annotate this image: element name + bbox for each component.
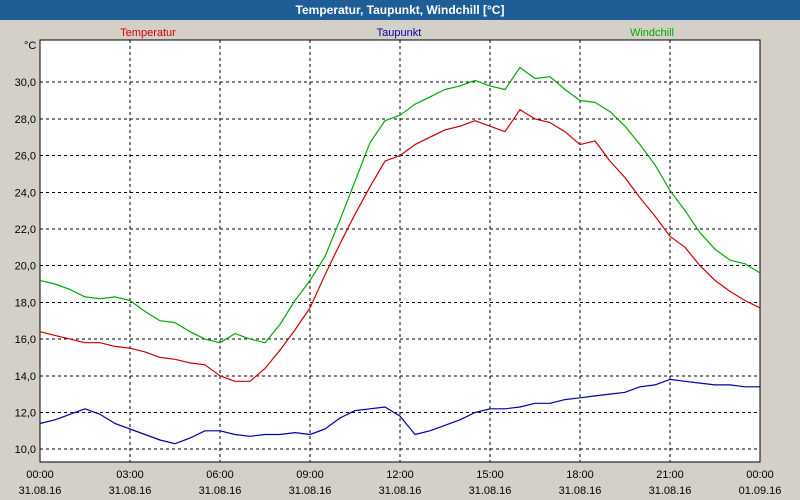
- x-tick-time: 00:00: [26, 469, 54, 481]
- y-tick-label: 22,0: [15, 224, 36, 236]
- y-tick-label: 24,0: [15, 187, 36, 199]
- y-tick-label: 20,0: [15, 261, 36, 273]
- x-tick-time: 03:00: [116, 469, 144, 481]
- y-tick-label: 18,0: [15, 297, 36, 309]
- legend-item-taupunkt: Taupunkt: [377, 27, 422, 39]
- y-tick-label: 10,0: [15, 444, 36, 456]
- x-tick-date: 31.08.16: [109, 485, 152, 497]
- x-tick-time: 09:00: [296, 469, 324, 481]
- series-line-taupunkt: [39, 378, 760, 445]
- x-tick-date: 01.09.16: [739, 485, 782, 497]
- chart-svg: 10,0 12,0 14,0 16,0 18,0 20,0 22,0 24,0 26,0 28,0…: [15, 27, 782, 497]
- x-tick-date: 31.08.16: [559, 485, 602, 497]
- legend-item-temperatur: Temperatur: [120, 27, 176, 39]
- x-tick-time: 15:00: [476, 469, 504, 481]
- legend-item-windchill: Windchill: [630, 27, 674, 39]
- y-axis-label: °C: [24, 40, 36, 52]
- x-tick-time: 21:00: [656, 469, 684, 481]
- y-tick-label: 14,0: [15, 371, 36, 383]
- y-tick-label: 28,0: [15, 114, 36, 126]
- x-tick-time: 00:00: [746, 469, 774, 481]
- x-tick-date: 31.08.16: [19, 485, 62, 497]
- x-tick-time: 06:00: [206, 469, 234, 481]
- y-tick-label: 26,0: [15, 151, 36, 163]
- y-tick-label: 30,0: [15, 77, 36, 89]
- x-tick-time: 18:00: [566, 469, 594, 481]
- series-line-windchill: [39, 66, 761, 344]
- y-tick-label: 16,0: [15, 334, 36, 346]
- x-tick-date: 31.08.16: [649, 485, 692, 497]
- x-tick-time: 12:00: [386, 469, 414, 481]
- series-line-temperatur: [39, 109, 761, 382]
- window-title: Temperatur, Taupunkt, Windchill [°C]: [0, 0, 800, 20]
- x-tick-date: 31.08.16: [379, 485, 422, 497]
- x-tick-date: 31.08.16: [289, 485, 332, 497]
- x-tick-date: 31.08.16: [469, 485, 512, 497]
- x-tick-date: 31.08.16: [199, 485, 242, 497]
- y-tick-label: 12,0: [15, 407, 36, 419]
